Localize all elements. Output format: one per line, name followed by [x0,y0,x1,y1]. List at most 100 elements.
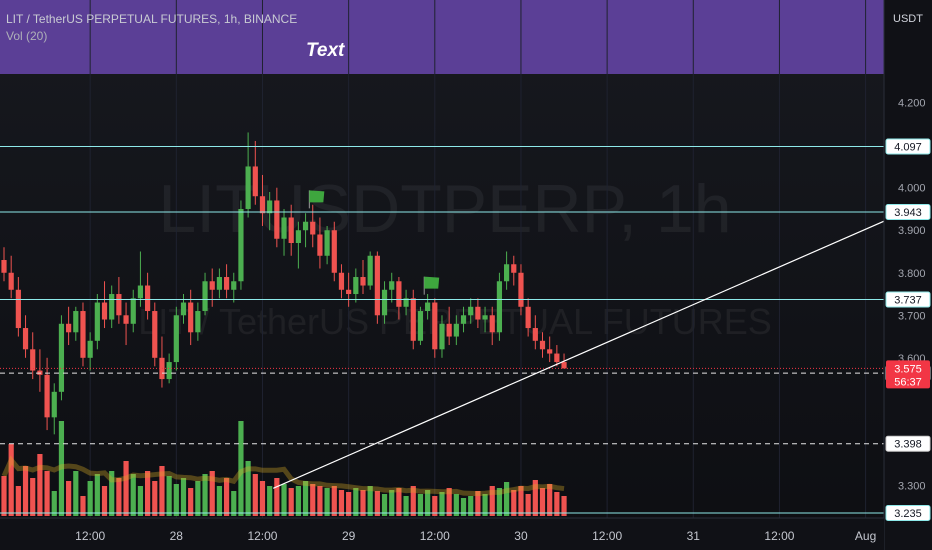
price-badge-label: 3.737 [894,295,922,307]
volume-bar [281,484,287,516]
price-badge [885,435,931,452]
volume-bar [267,486,273,516]
candle-body [123,315,129,324]
volume-bar [302,481,309,516]
volume-bar [123,461,129,516]
volume-bar [130,474,136,516]
volume-bar [338,490,345,516]
price-badge-label: 3.943 [894,207,922,219]
y-tick-label: 4.000 [898,183,926,195]
candle-body [109,294,115,320]
banner-zone [0,0,884,74]
x-tick-label: 29 [342,529,356,543]
candle-body [504,264,510,282]
volume-bar [518,486,524,516]
volume-bar [353,488,359,516]
volume-bar [245,461,251,516]
volume-bar [554,492,560,516]
price-badge-label: 3.235 [894,508,922,520]
candle-body [188,302,194,333]
x-tick-label: Aug [855,529,876,543]
candle-body [468,306,474,316]
candle-body [525,306,531,329]
banner-text: Text [306,40,345,61]
volume-bar [496,488,503,516]
candle-body [87,340,93,358]
volume-bar [547,484,553,516]
volume-bar [295,486,301,516]
candle-body [288,217,294,243]
volume-bar [37,454,43,516]
volume-bar [66,481,72,516]
candle-body [267,200,273,214]
volume-bar [453,494,459,516]
volume-bar [417,494,424,516]
volume-bar [475,491,481,516]
volume-bar [87,481,93,516]
x-tick-label: 28 [170,529,184,543]
candle-body [396,281,402,307]
x-tick-label: 12:00 [420,529,450,543]
candle-body [410,298,416,341]
volume-bar [231,491,237,516]
candle-body [231,281,237,290]
price-axis [884,0,932,550]
x-tick-label: 31 [687,529,701,543]
y-tick-label: 3.800 [898,268,926,280]
candle-body [353,277,359,295]
candle-body [274,200,280,239]
candle-body [338,272,345,290]
candle-body [425,302,431,312]
candle-body [496,281,503,333]
volume-bar [381,494,388,516]
volume-bar [22,466,29,516]
candle-body [482,315,488,320]
x-tick-label: 30 [514,529,528,543]
candle-body [51,391,57,418]
volume-bar [137,486,144,516]
candle-body [216,277,222,290]
candle-body [166,362,172,380]
price-badge-label: 4.097 [894,141,922,153]
candle-body [554,353,560,363]
candle-body [101,302,108,320]
volume-bar [80,496,86,516]
countdown-label: 56:37 [894,376,922,388]
watermark-symbol: LITUSDTPERP, 1h [158,171,731,247]
volume-ma-line [1,455,565,497]
volume-bar [439,492,445,516]
axis-unit-label: USDT [893,13,923,25]
volume-bar [94,474,100,516]
candle-body [439,323,445,350]
candle-body [547,349,553,354]
flag-icon [424,276,440,289]
symbol-title: LIT / TetherUS PERPETUAL FUTURES, 1h, BI… [6,12,298,26]
volume-bar [389,490,395,516]
volume-bar [116,478,122,516]
volume-bar [195,481,201,516]
volume-bar [152,481,158,516]
candle-body [389,281,395,290]
volume-bar [51,491,57,516]
volume-bar [331,486,337,516]
candle-body [403,298,409,307]
candle-body [252,166,258,197]
volume-bar [109,471,115,516]
candle-body [80,311,86,358]
price-badge [885,291,931,308]
volume-bar [460,498,467,516]
volume-bar [482,494,488,516]
volume-bar [525,494,531,516]
volume-bar [166,476,172,516]
y-tick-label: 4.200 [898,98,926,110]
time-axis [0,518,884,550]
candle-body [145,285,151,312]
volume-bar [44,471,50,516]
candle-body [310,221,316,235]
volume-bar [532,480,538,516]
candle-body [475,306,481,320]
candle-body [209,281,215,290]
candle-body [489,315,495,333]
candle-body [367,255,373,286]
